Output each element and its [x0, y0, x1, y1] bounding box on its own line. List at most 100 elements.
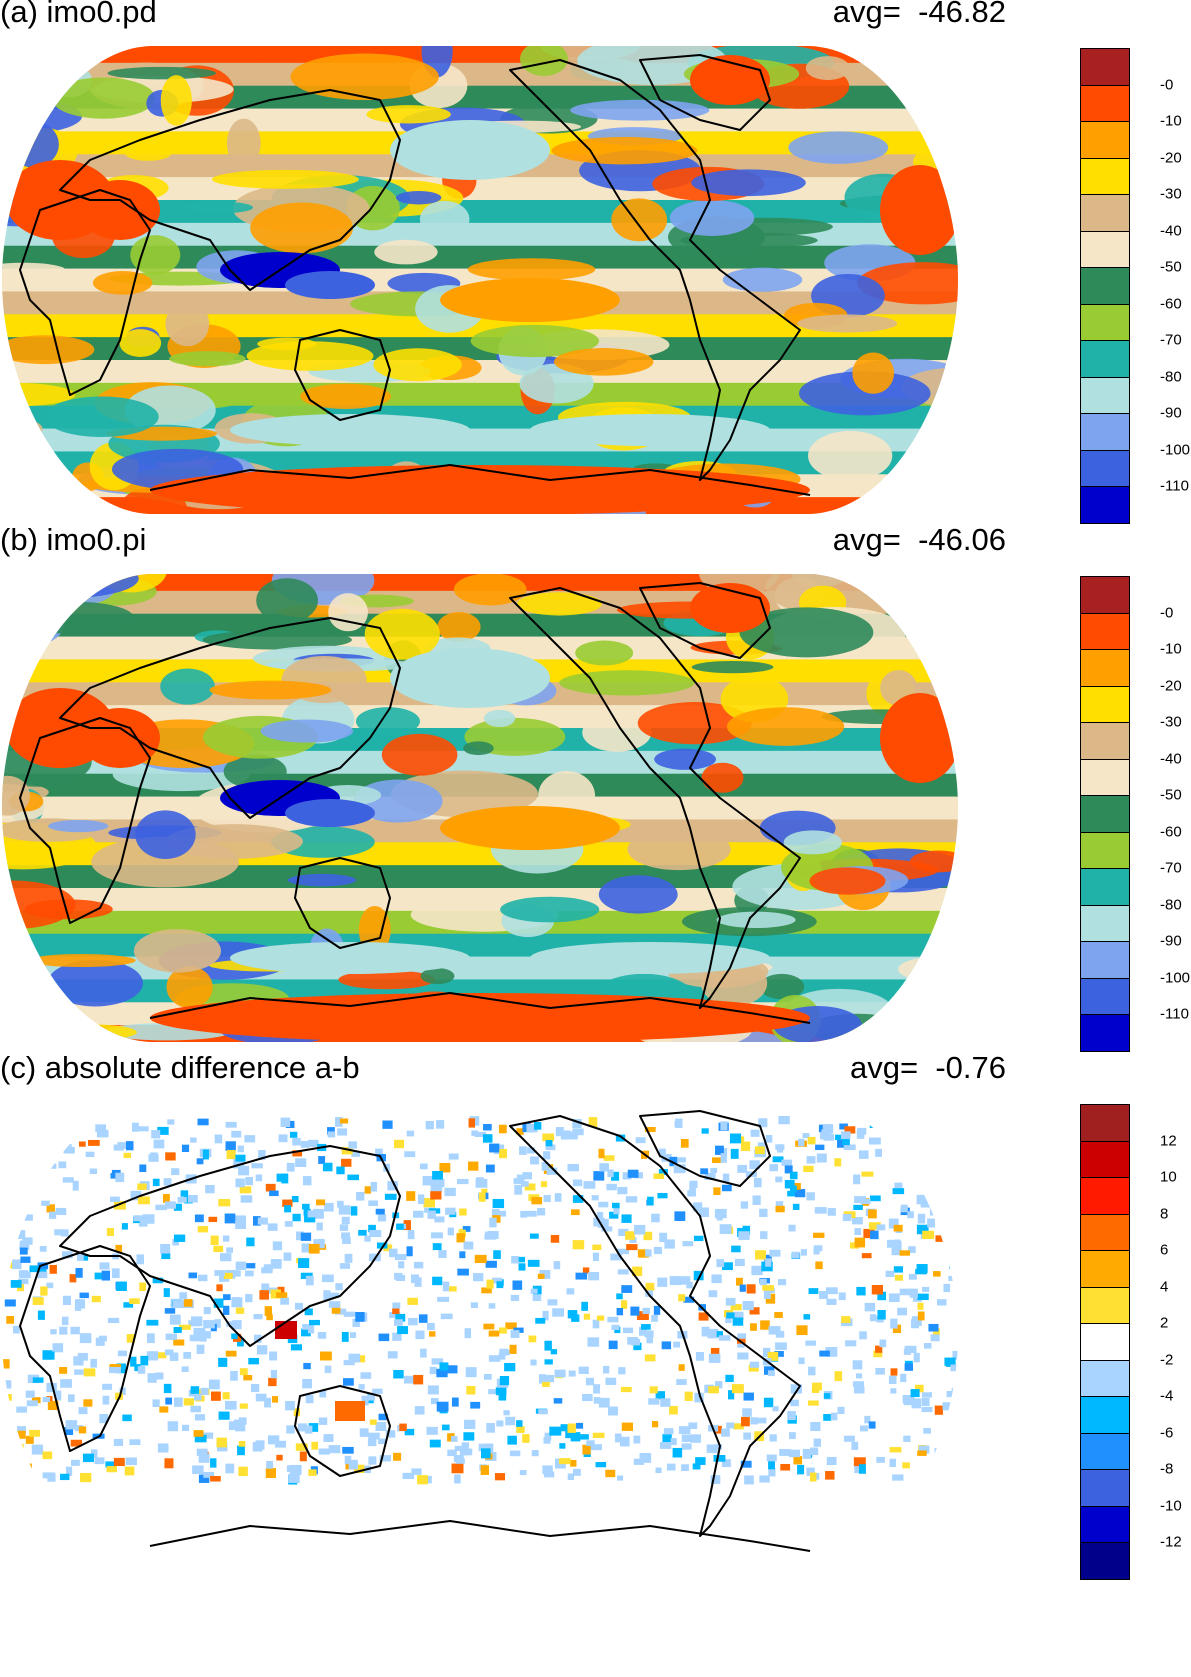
- map-blob: [160, 75, 192, 126]
- diff-cell: [572, 1195, 584, 1203]
- legend-label: -110: [1160, 1005, 1189, 1023]
- diff-cell: [441, 1424, 450, 1431]
- map-blob: [381, 733, 458, 776]
- diff-cell: [767, 1351, 779, 1361]
- diff-cell: [803, 1165, 814, 1173]
- diff-cell: [465, 1367, 477, 1378]
- diff-cell: [954, 1149, 958, 1157]
- diff-cell: [318, 1417, 328, 1425]
- diff-cell: [216, 1437, 227, 1448]
- diff-cell: [271, 1396, 279, 1403]
- diff-cell: [423, 1197, 436, 1208]
- diff-cell: [868, 1222, 881, 1230]
- diff-cell: [359, 1428, 369, 1437]
- diff-cell: [12, 1259, 22, 1270]
- diff-cell: [877, 1291, 887, 1301]
- map-blob: [798, 371, 931, 416]
- diff-cell: [422, 1175, 435, 1186]
- map-blob: [366, 105, 451, 124]
- diff-cell: [917, 1311, 925, 1321]
- diff-cell: [653, 1246, 662, 1255]
- diff-cell: [617, 1269, 629, 1275]
- legend-label: -10: [1160, 640, 1182, 658]
- diff-cell: [225, 1350, 237, 1357]
- diff-cell: [125, 1457, 137, 1466]
- diff-cell: [113, 1144, 124, 1151]
- diff-cell: [749, 1361, 760, 1368]
- diff-cell: [280, 1297, 290, 1305]
- diff-cell: [911, 1398, 922, 1409]
- diff-cell: [58, 1161, 67, 1169]
- diff-cell: [70, 1439, 83, 1447]
- diff-cell: [456, 1233, 465, 1243]
- diff-cell: [550, 1349, 558, 1355]
- diff-cell: [543, 1151, 551, 1160]
- legend-label: -80: [1160, 896, 1182, 913]
- diff-cell: [890, 1318, 898, 1329]
- diff-cell: [57, 1132, 69, 1141]
- diff-cell: [89, 1168, 98, 1175]
- diff-cell: [181, 1366, 189, 1372]
- diff-cell: [116, 1281, 127, 1291]
- diff-cell: [951, 1434, 958, 1444]
- diff-cell: [842, 1213, 852, 1222]
- diff-cell: [633, 1342, 642, 1351]
- diff-cell: [837, 1406, 845, 1415]
- diff-cell: [807, 1400, 819, 1406]
- diff-cell: [284, 1205, 292, 1213]
- diff-hotspot: [275, 1321, 297, 1339]
- diff-cell: [922, 1286, 930, 1292]
- diff-cell: [636, 1311, 649, 1321]
- diff-cell: [910, 1319, 920, 1329]
- diff-cell: [856, 1286, 866, 1296]
- diff-cell: [364, 1186, 372, 1194]
- diff-cell: [352, 1318, 360, 1327]
- diff-cell: [13, 1230, 26, 1240]
- diff-cell: [645, 1282, 655, 1291]
- diff-cell: [397, 1326, 409, 1335]
- map-blob: [788, 131, 889, 164]
- diff-cell: [252, 1216, 261, 1226]
- diff-cell: [892, 1188, 905, 1195]
- diff-cell: [657, 1277, 668, 1287]
- diff-cell: [888, 1375, 897, 1385]
- diff-cell: [601, 1226, 613, 1232]
- map-blob: [809, 867, 886, 895]
- diff-cell: [341, 1147, 353, 1155]
- diff-cell: [301, 1328, 311, 1337]
- diff-cell: [434, 1178, 445, 1188]
- diff-cell: [890, 1368, 898, 1376]
- map-blob: [290, 53, 439, 101]
- diff-cell: [63, 1144, 72, 1154]
- diff-cell: [216, 1284, 223, 1292]
- diff-cell: [789, 1185, 797, 1192]
- map-blob: [520, 46, 568, 77]
- diff-cell: [952, 1350, 958, 1360]
- map-blob: [419, 200, 470, 238]
- diff-cell: [445, 1207, 456, 1215]
- diff-cell: [261, 1267, 273, 1274]
- diff-cell: [302, 1378, 312, 1389]
- diff-cell: [319, 1390, 327, 1398]
- diff-cell: [868, 1421, 876, 1429]
- legend-label: -40: [1160, 222, 1182, 239]
- diff-cell: [825, 1347, 838, 1357]
- diff-cell: [13, 1210, 25, 1219]
- diff-cell: [226, 1321, 235, 1327]
- diff-cell: [485, 1260, 497, 1268]
- diff-cell: [777, 1279, 787, 1286]
- diff-cell: [510, 1330, 520, 1338]
- diff-cell: [389, 1248, 398, 1258]
- diff-cell: [693, 1235, 704, 1242]
- diff-cell: [408, 1317, 418, 1326]
- map-blob: [722, 267, 803, 292]
- diff-cell: [768, 1461, 775, 1470]
- legend-label: -10: [1160, 1497, 1182, 1514]
- diff-cell: [681, 1443, 692, 1450]
- diff-cell: [596, 1211, 604, 1220]
- diff-cell: [519, 1470, 527, 1476]
- diff-cell: [318, 1448, 330, 1455]
- diff-cell: [933, 1271, 941, 1277]
- diff-cell: [637, 1249, 649, 1258]
- diff-cell: [644, 1354, 656, 1362]
